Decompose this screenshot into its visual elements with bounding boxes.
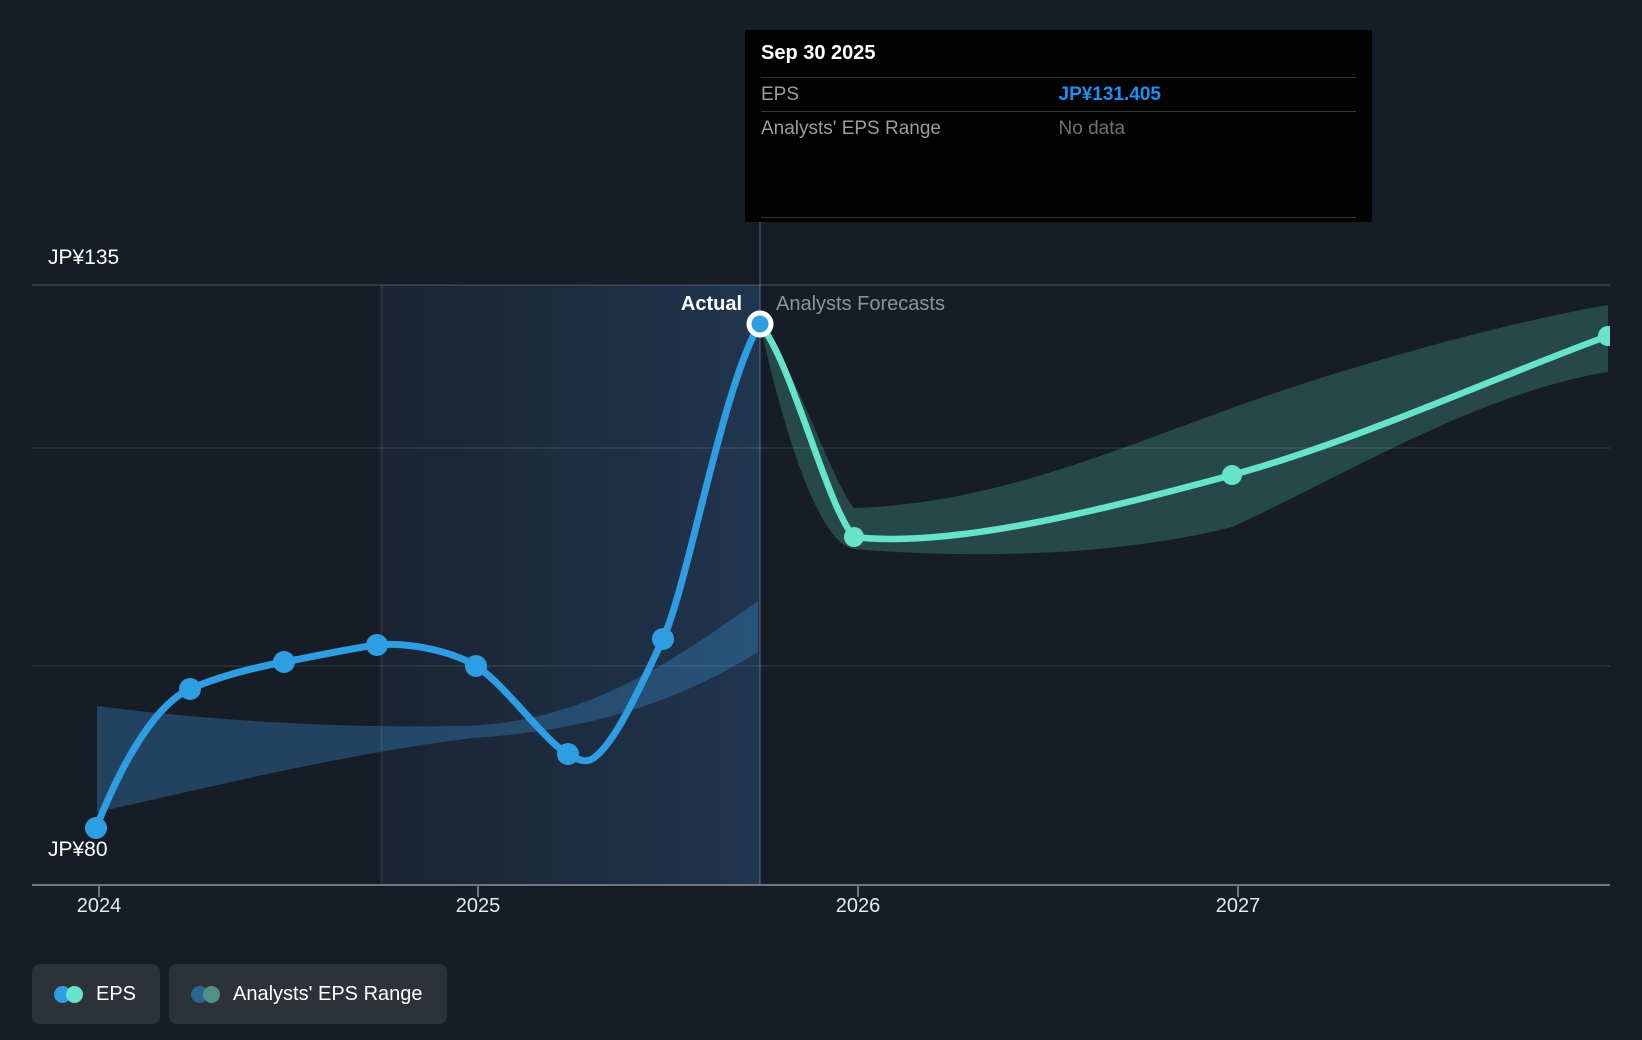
legend-eps-label: EPS [96,982,137,1005]
eps-actual-line [92,320,764,832]
tooltip-range-label: Analysts' EPS Range [761,117,941,139]
actual-annotation: Actual [680,293,742,315]
y-axis-max-label: JP¥135 [48,246,120,269]
x-tick-label-2027: 2027 [1215,895,1261,917]
legend-item-analysts-eps-range[interactable]: Analysts' EPS Range [169,964,447,1024]
eps-point-dec-2024[interactable] [465,655,487,677]
tooltip-date: Sep 30 2025 [761,42,876,64]
tooltip-divider [761,217,1356,218]
eps-point-jun-2025[interactable] [652,628,674,650]
eps-point-jun-2024[interactable] [273,651,295,673]
eps-forecast-line [756,320,1610,543]
tooltip-row-eps: EPS JP¥131.405 [761,78,1356,111]
eps-point-sep-2025-selected[interactable] [746,310,774,338]
x-tick-label-2026: 2026 [835,895,881,917]
tooltip-eps-label: EPS [761,83,800,105]
range-legend-dots-icon [191,985,221,1003]
y-axis-min-label: JP¥80 [48,838,108,861]
past-year-highlight-band [381,285,760,885]
tooltip-divider [761,111,1356,112]
eps-point-mar-2024[interactable] [179,678,201,700]
legend-range-label: Analysts' EPS Range [233,982,423,1005]
forecast-annotation: Analysts Forecasts [776,293,945,315]
x-tick-label-2025: 2025 [455,895,501,917]
legend: EPS Analysts' EPS Range [32,964,447,1024]
eps-point-mar-2025[interactable] [557,743,579,765]
x-tick-label-2024: 2024 [76,895,122,917]
legend-item-eps[interactable]: EPS [32,964,161,1024]
eps-legend-dots-icon [54,985,83,1003]
eps-point-dec-2023[interactable] [85,817,107,839]
tooltip-divider [761,77,1356,78]
eps-point-sep-2024[interactable] [366,634,388,656]
forecast-point-dec-2025[interactable] [844,527,864,547]
tooltip-eps-value: JP¥131.405 [1058,83,1162,105]
forecast-point-dec-2027[interactable] [1598,326,1618,346]
tooltip-row-range: Analysts' EPS Range No data [761,112,1356,145]
forecast-point-dec-2026[interactable] [1222,465,1242,485]
tooltip: Sep 30 2025 EPS JP¥131.405 Analysts' EPS… [745,30,1372,222]
forecast-range-area [760,305,1608,555]
past-range-area [97,601,758,812]
tooltip-range-value: No data [1058,117,1126,139]
